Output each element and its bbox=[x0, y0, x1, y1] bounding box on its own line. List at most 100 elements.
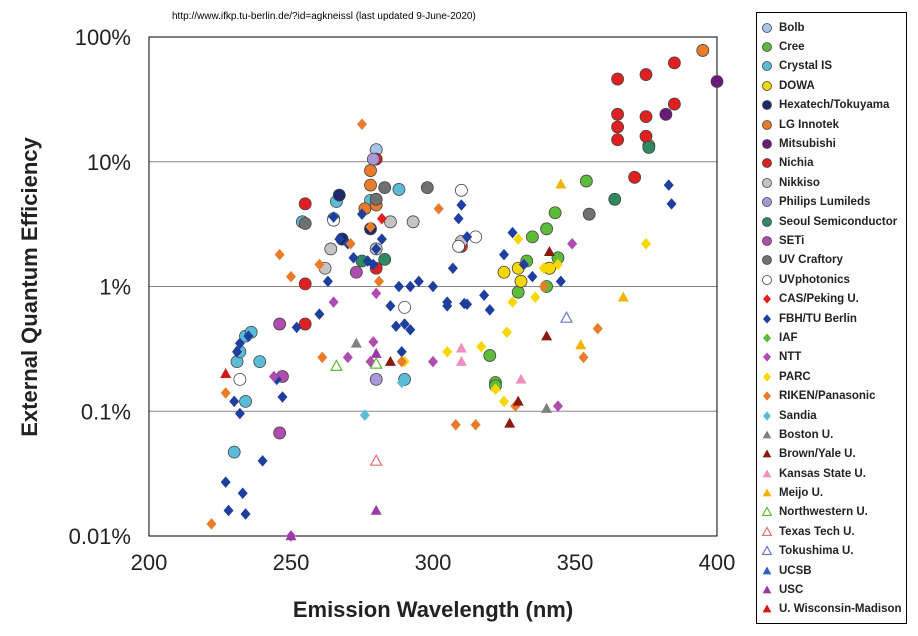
data-point bbox=[369, 356, 383, 369]
data-point bbox=[617, 291, 629, 302]
x-tick-label: 400 bbox=[699, 550, 736, 575]
data-point bbox=[462, 298, 473, 311]
data-point bbox=[366, 152, 380, 166]
legend-marker-shape bbox=[762, 177, 772, 188]
scatter-chart: 0.01% 0.1% 1% 10% 100% 200 250 300 350 400 Emissi… bbox=[17, 25, 736, 622]
y-axis-label: External Quantum Efficiency bbox=[17, 136, 42, 436]
data-point bbox=[611, 107, 624, 121]
legend-marker bbox=[762, 488, 772, 497]
legend-item: Meijo U. bbox=[760, 483, 906, 502]
data-point bbox=[515, 373, 527, 384]
data-point bbox=[376, 233, 387, 245]
data-point bbox=[227, 445, 241, 459]
data-point bbox=[541, 402, 553, 413]
data-point bbox=[447, 262, 458, 275]
data-point bbox=[206, 518, 217, 530]
legend-marker bbox=[763, 372, 771, 382]
legend-label: UCSB bbox=[779, 564, 812, 577]
legend-label: Meijo U. bbox=[779, 487, 824, 500]
source-note: http://www.ifkp.tu-berlin.de/?id=agkneis… bbox=[172, 11, 476, 22]
legend-item: Sandia bbox=[760, 406, 906, 425]
legend-marker-shape bbox=[762, 488, 772, 497]
data-point bbox=[220, 387, 231, 399]
data-point bbox=[526, 230, 539, 244]
legend-marker-shape bbox=[763, 294, 771, 304]
x-axis-label: Emission Wavelength (nm) bbox=[293, 597, 573, 622]
data-point bbox=[413, 275, 424, 288]
data-point bbox=[334, 233, 345, 245]
data-point bbox=[578, 351, 589, 364]
legend-marker-shape bbox=[762, 119, 772, 130]
data-point bbox=[383, 215, 397, 229]
legend-marker bbox=[762, 158, 772, 169]
legend-marker-shape bbox=[763, 313, 771, 324]
data-point bbox=[391, 320, 402, 333]
x-tick-label: 200 bbox=[131, 550, 168, 575]
data-point bbox=[513, 233, 524, 245]
data-point bbox=[357, 208, 367, 220]
data-point bbox=[329, 359, 343, 371]
data-point bbox=[370, 347, 382, 358]
legend-label: Texas Tech U. bbox=[779, 525, 855, 538]
data-point bbox=[220, 367, 232, 378]
legend-marker-shape bbox=[762, 42, 772, 52]
data-points bbox=[206, 44, 724, 542]
data-point bbox=[240, 508, 251, 520]
data-point bbox=[484, 304, 495, 316]
data-point bbox=[370, 504, 382, 515]
data-point bbox=[507, 296, 518, 308]
data-point bbox=[328, 296, 339, 308]
data-point bbox=[479, 289, 490, 302]
data-point bbox=[257, 455, 268, 467]
legend-item: NTT bbox=[760, 348, 906, 367]
data-point bbox=[641, 238, 651, 250]
data-point bbox=[349, 265, 363, 279]
legend-marker bbox=[762, 100, 772, 111]
data-point bbox=[559, 310, 573, 323]
legend-marker bbox=[762, 255, 772, 266]
data-point bbox=[239, 394, 252, 408]
legend-marker-shape bbox=[763, 333, 771, 343]
data-point bbox=[223, 504, 234, 517]
data-point bbox=[428, 355, 438, 368]
data-point bbox=[456, 199, 467, 211]
data-point bbox=[277, 391, 288, 403]
legend-marker-shape bbox=[762, 469, 772, 478]
legend-label: Sandia bbox=[779, 409, 817, 422]
x-tick-label: 350 bbox=[557, 550, 594, 575]
legend-marker-shape bbox=[762, 22, 772, 33]
data-point bbox=[455, 342, 467, 353]
data-point bbox=[393, 280, 404, 293]
legend-label: Boston U. bbox=[779, 428, 834, 441]
legend-label: Hexatech/Tokuyama bbox=[779, 99, 890, 112]
legend-item: Hexatech/Tokuyama bbox=[760, 96, 906, 115]
legend-item: Kansas State U. bbox=[760, 464, 906, 483]
data-point bbox=[663, 179, 674, 191]
data-point bbox=[285, 530, 297, 541]
data-point bbox=[511, 285, 525, 299]
legend-marker-shape bbox=[762, 139, 772, 149]
data-point bbox=[357, 118, 367, 130]
data-point bbox=[696, 44, 710, 57]
data-point bbox=[642, 141, 656, 154]
legend-marker-shape bbox=[762, 197, 772, 208]
data-point bbox=[497, 265, 511, 279]
legend-label: IAF bbox=[779, 331, 798, 344]
data-point bbox=[243, 330, 254, 342]
data-point bbox=[328, 211, 339, 223]
legend-item: Bolb bbox=[760, 18, 906, 37]
chart-legend: Bolb Cree Crystal IS DOWA Hexatech/Tokuyama L… bbox=[756, 12, 907, 624]
legend-item: Nichia bbox=[760, 154, 906, 173]
data-point bbox=[454, 183, 468, 197]
legend-marker-shape bbox=[762, 255, 772, 266]
data-point bbox=[453, 212, 464, 225]
data-point bbox=[369, 453, 383, 466]
data-point bbox=[530, 291, 541, 304]
legend-marker bbox=[761, 506, 773, 517]
legend-marker-shape bbox=[761, 526, 773, 536]
data-point bbox=[462, 231, 473, 243]
data-point bbox=[499, 248, 509, 261]
legend-label: Brown/Yale U. bbox=[779, 448, 856, 461]
data-point bbox=[253, 355, 267, 369]
data-point bbox=[234, 407, 245, 420]
